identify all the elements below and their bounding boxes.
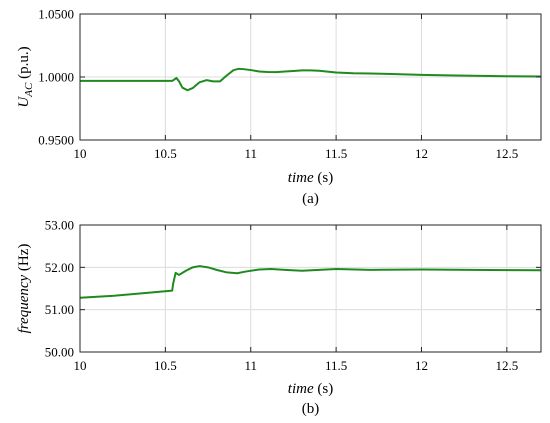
x-tick-label: 10.5 (154, 146, 177, 161)
caption-b: (b) (302, 401, 320, 417)
y-tick-label: 53.00 (45, 218, 74, 233)
series-line-b (79, 265, 542, 299)
chart-b: 10 10.5 11 11.5 12 12.5 50.00 51.00 52.00 53.00 ti… (16, 218, 542, 417)
x-axis-title: time (s) (288, 170, 333, 186)
x-tick-label: 12.5 (495, 146, 518, 161)
x-tick-label: 11.5 (325, 146, 347, 161)
y-axis-title: frequency (Hz) (16, 244, 32, 334)
x-tick-label: 11 (244, 146, 257, 161)
y-tick-label: 0.9500 (38, 133, 74, 148)
x-tick-label: 12 (415, 358, 428, 373)
x-tick-label: 12.5 (495, 358, 518, 373)
y-tick-label: 1.0500 (38, 7, 74, 22)
x-tick-label: 12 (415, 146, 428, 161)
chart-a: 10 10.5 11 11.5 12 12.5 0.9500 1.0000 1.0500 time… (16, 7, 542, 207)
y-tick-label: 1.0000 (38, 70, 74, 85)
series-line-a (80, 67, 542, 92)
y-tick-label: 52.00 (45, 260, 74, 275)
caption-a: (a) (302, 191, 319, 207)
y-axis-title: UAC (p.u.) (16, 46, 35, 107)
x-tick-label: 10.5 (154, 358, 177, 373)
y-tick-label: 51.00 (45, 302, 74, 317)
y-tick-label: 50.00 (45, 345, 74, 360)
x-tick-label: 10 (74, 358, 87, 373)
x-tick-label: 10 (74, 146, 87, 161)
x-tick-label: 11.5 (325, 358, 347, 373)
x-tick-label: 11 (244, 358, 257, 373)
plot-frame (79, 224, 542, 353)
x-axis-title: time (s) (288, 381, 333, 397)
